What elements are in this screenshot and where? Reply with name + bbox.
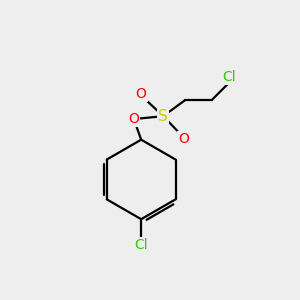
Text: O: O (178, 132, 189, 146)
Text: Cl: Cl (223, 70, 236, 84)
Text: O: O (128, 112, 139, 126)
Text: Cl: Cl (134, 238, 148, 252)
Text: S: S (158, 109, 168, 124)
Text: O: O (136, 87, 147, 101)
